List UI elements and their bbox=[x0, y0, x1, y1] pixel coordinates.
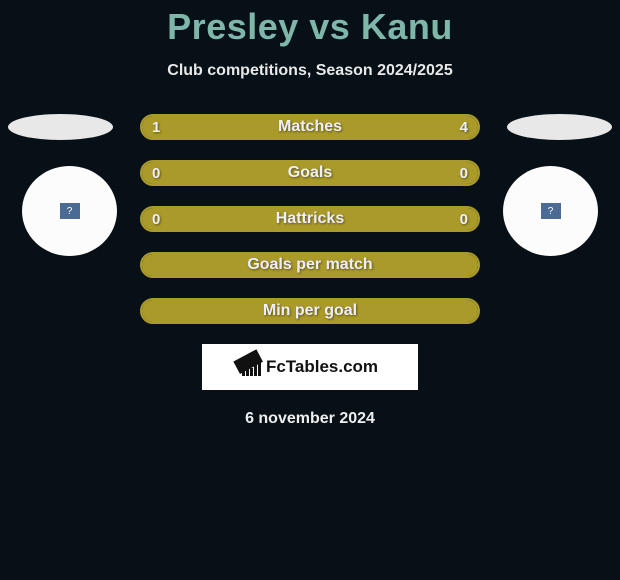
stat-bars: 14Matches 00Goals 00Hattricks Goals per mat… bbox=[140, 114, 480, 324]
club-badge-right: ? bbox=[503, 166, 598, 256]
site-logo: FcTables.com bbox=[242, 357, 378, 377]
logo-label: FcTables.com bbox=[266, 357, 378, 377]
bar-label: Min per goal bbox=[142, 300, 478, 322]
logo-box: FcTables.com bbox=[202, 344, 418, 390]
placeholder-icon: ? bbox=[541, 203, 561, 219]
bar-label: Goals per match bbox=[142, 254, 478, 276]
flag-left bbox=[8, 114, 113, 140]
stat-bar: Goals per match bbox=[140, 252, 480, 278]
bar-label: Hattricks bbox=[142, 208, 478, 230]
flag-right bbox=[507, 114, 612, 140]
bar-label: Matches bbox=[142, 116, 478, 138]
club-badge-left: ? bbox=[22, 166, 117, 256]
page-title: Presley vs Kanu bbox=[0, 0, 620, 48]
stat-bar: 00Goals bbox=[140, 160, 480, 186]
bar-label: Goals bbox=[142, 162, 478, 184]
placeholder-icon: ? bbox=[60, 203, 80, 219]
subtitle: Club competitions, Season 2024/2025 bbox=[0, 62, 620, 80]
stat-bar: Min per goal bbox=[140, 298, 480, 324]
comparison-content: ? ? 14Matches 00Goals 00Hattricks Goals per… bbox=[0, 114, 620, 428]
stat-bar: 00Hattricks bbox=[140, 206, 480, 232]
barchart-icon bbox=[242, 358, 261, 376]
date-label: 6 november 2024 bbox=[0, 410, 620, 428]
stat-bar: 14Matches bbox=[140, 114, 480, 140]
